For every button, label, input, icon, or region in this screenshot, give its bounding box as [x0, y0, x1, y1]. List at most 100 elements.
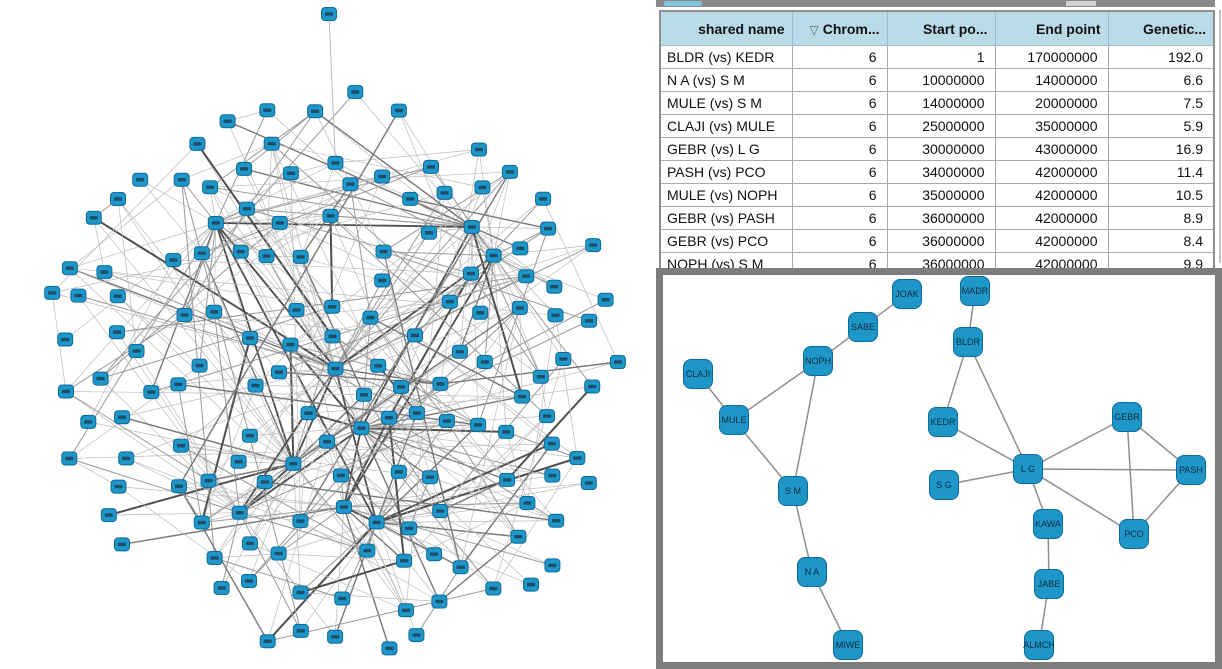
overview-edge [104, 271, 336, 370]
overview-edge [314, 111, 494, 256]
cell-value[interactable]: 170000000 [994, 45, 1109, 69]
overview-node-label [522, 274, 531, 278]
cell-value[interactable]: 42000000 [994, 206, 1109, 230]
node-SG[interactable]: S G [929, 470, 959, 500]
cell-value[interactable]: 1 [886, 45, 996, 69]
edge-LG-PASH[interactable] [1027, 468, 1192, 471]
column-header-end_point[interactable]: End point [994, 10, 1109, 46]
cell-value[interactable]: 30000000 [886, 137, 996, 161]
overview-edge [334, 522, 378, 638]
cell-shared-name[interactable]: BLDR (vs) KEDR [659, 45, 793, 69]
cell-value[interactable]: 7.5 [1107, 91, 1215, 115]
cell-shared-name[interactable]: PASH (vs) PCO [659, 160, 793, 184]
node-SM[interactable]: S M [778, 476, 808, 506]
cell-value[interactable]: 14000000 [994, 68, 1109, 92]
node-JOAK[interactable]: JOAK [892, 279, 922, 309]
node-BLDR[interactable]: BLDR [953, 327, 983, 357]
column-header-chromosome[interactable]: ▽ Chrom... [791, 10, 888, 46]
node-JABE[interactable]: JABE [1034, 569, 1064, 599]
cell-shared-name[interactable]: N A (vs) S M [659, 68, 793, 92]
cell-value[interactable]: 34000000 [886, 160, 996, 184]
node-NA[interactable]: N A [797, 557, 827, 587]
table-row[interactable]: MULE (vs) NOPH 6 35000000 42000000 10.5 [659, 183, 1215, 207]
overview-node-label [147, 390, 156, 394]
node-LG[interactable]: L G [1013, 454, 1043, 484]
column-header-genetic[interactable]: Genetic... [1107, 10, 1215, 46]
cell-value[interactable]: 36000000 [886, 229, 996, 253]
cell-value[interactable]: 5.9 [1107, 114, 1215, 138]
cell-value[interactable]: 6 [791, 183, 888, 207]
cell-shared-name[interactable]: MULE (vs) S M [659, 91, 793, 115]
cell-shared-name[interactable]: CLAJI (vs) MULE [659, 114, 793, 138]
table-row[interactable]: GEBR (vs) L G 6 30000000 43000000 16.9 [659, 137, 1215, 161]
cell-value[interactable]: 6 [791, 229, 888, 253]
cell-value[interactable]: 6 [791, 45, 888, 69]
cell-value[interactable]: 36000000 [886, 206, 996, 230]
cell-value[interactable]: 43000000 [994, 137, 1109, 161]
cell-shared-name[interactable]: GEBR (vs) L G [659, 137, 793, 161]
overview-node-label [589, 243, 598, 247]
node-ALMCH[interactable]: ALMCH [1023, 630, 1055, 660]
cell-value[interactable]: 6 [791, 206, 888, 230]
cell-value[interactable]: 42000000 [994, 229, 1109, 253]
edge-NOPH-SM[interactable] [792, 360, 819, 492]
subnetwork-canvas[interactable] [663, 275, 1215, 662]
cell-value[interactable]: 20000000 [994, 91, 1109, 115]
cell-value[interactable]: 14000000 [886, 91, 996, 115]
node-MADR[interactable]: MADR [960, 276, 990, 306]
table-row[interactable]: PASH (vs) PCO 6 34000000 42000000 11.4 [659, 160, 1215, 184]
table-row[interactable]: GEBR (vs) PCO 6 36000000 42000000 8.4 [659, 229, 1215, 253]
table-row[interactable]: CLAJI (vs) MULE 6 25000000 35000000 5.9 [659, 114, 1215, 138]
node-MULE[interactable]: MULE [719, 405, 749, 435]
column-header-shared_name[interactable]: shared name [659, 10, 793, 46]
overview-edge [87, 259, 174, 423]
node-MIWE[interactable]: MIWE [833, 630, 863, 660]
edge-BLDR-LG[interactable] [967, 341, 1029, 470]
overview-edge [300, 413, 309, 522]
cell-value[interactable]: 11.4 [1107, 160, 1215, 184]
filter-icon[interactable]: ▽ [809, 22, 819, 37]
cell-shared-name[interactable]: MULE (vs) NOPH [659, 183, 793, 207]
node-NOPH[interactable]: NOPH [803, 346, 833, 376]
cell-value[interactable]: 42000000 [994, 160, 1109, 184]
cell-value[interactable]: 42000000 [994, 183, 1109, 207]
edge-LG-GEBR[interactable] [1027, 416, 1128, 470]
table-scrollbar-track[interactable] [1219, 10, 1221, 263]
node-PCO[interactable]: PCO [1119, 519, 1149, 549]
node-CLAJI[interactable]: CLAJI [683, 359, 713, 389]
overview-node-label [480, 360, 489, 364]
cell-value[interactable]: 25000000 [886, 114, 996, 138]
table-row[interactable]: GEBR (vs) PASH 6 36000000 42000000 8.9 [659, 206, 1215, 230]
node-PASH[interactable]: PASH [1176, 455, 1206, 485]
cell-value[interactable]: 6.6 [1107, 68, 1215, 92]
table-row[interactable]: MULE (vs) S M 6 14000000 20000000 7.5 [659, 91, 1215, 115]
overview-network-canvas[interactable] [0, 0, 656, 669]
cell-value[interactable]: 16.9 [1107, 137, 1215, 161]
table-row[interactable]: BLDR (vs) KEDR 6 1 170000000 192.0 [659, 45, 1215, 69]
cell-value[interactable]: 6 [791, 137, 888, 161]
cell-value[interactable]: 6 [791, 114, 888, 138]
cell-value[interactable]: 8.4 [1107, 229, 1215, 253]
cell-shared-name[interactable]: GEBR (vs) PASH [659, 206, 793, 230]
cell-value[interactable]: 35000000 [886, 183, 996, 207]
table-row[interactable]: N A (vs) S M 6 10000000 14000000 6.6 [659, 68, 1215, 92]
node-KAWA[interactable]: KAWA [1033, 509, 1063, 539]
overview-node-label [505, 170, 514, 174]
cell-value[interactable]: 192.0 [1107, 45, 1215, 69]
cell-value[interactable]: 8.9 [1107, 206, 1215, 230]
column-header-start_point[interactable]: Start po... [886, 10, 996, 46]
cell-value[interactable]: 6 [791, 68, 888, 92]
edge-GEBR-PCO[interactable] [1126, 416, 1135, 535]
node-KEDR[interactable]: KEDR [928, 407, 958, 437]
cell-value[interactable]: 10000000 [886, 68, 996, 92]
cell-value[interactable]: 35000000 [994, 114, 1109, 138]
cell-value[interactable]: 6 [791, 91, 888, 115]
cell-shared-name[interactable]: GEBR (vs) PCO [659, 229, 793, 253]
cell-value[interactable]: 10.5 [1107, 183, 1215, 207]
edge-LG-PCO[interactable] [1027, 468, 1135, 535]
cell-value[interactable]: 6 [791, 160, 888, 184]
overview-edge [213, 311, 241, 513]
node-SABE[interactable]: SABE [848, 312, 878, 342]
overview-node-label [242, 207, 251, 211]
node-GEBR[interactable]: GEBR [1112, 402, 1142, 432]
